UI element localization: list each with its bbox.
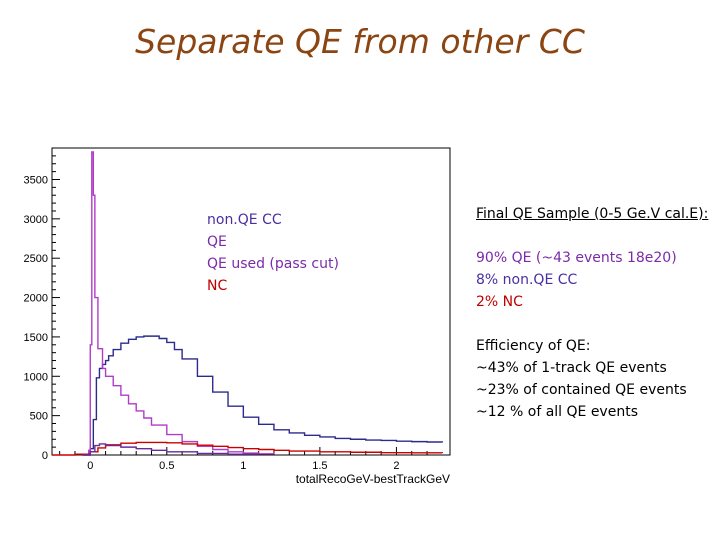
y-tick-label: 2000 xyxy=(24,293,48,305)
series-non-qe-cc xyxy=(82,443,260,456)
y-tick-label: 3500 xyxy=(24,174,48,186)
y-tick-label: 3000 xyxy=(24,214,48,226)
histogram-chart: 0 500 1000 1500 2000 2500 3000 3500 0 0.5 1 1.5 2 t… xyxy=(0,140,460,495)
stat-nonqe: 8% non.QE CC xyxy=(476,272,578,288)
histogram-svg: 0 500 1000 1500 2000 2500 3000 3500 0 0.5 1 1.5 2 t… xyxy=(24,147,451,486)
y-tick-label: 1000 xyxy=(24,371,48,383)
plot-frame xyxy=(51,147,451,456)
series-group xyxy=(52,151,444,456)
y-axis: 0 500 1000 1500 2000 2500 3000 3500 xyxy=(24,155,60,462)
legend-item-nonqe: non.QE CC xyxy=(207,212,282,228)
stat-qe: 90% QE (~43 events 18e20) xyxy=(476,250,677,266)
legend-item-nc: NC xyxy=(207,278,228,294)
series-nc xyxy=(52,441,444,456)
legend-item-qe-used: QE used (pass cut) xyxy=(207,256,339,272)
series-qe-used-pass-cut- xyxy=(82,151,275,456)
notes-heading: Final QE Sample (0-5 Ge.V cal.E): xyxy=(476,206,709,222)
chart-legend: non.QE CC QE QE used (pass cut) NC xyxy=(207,209,339,297)
efficiency-line-1: ~43% of 1-track QE events xyxy=(476,360,667,376)
y-tick-label: 2500 xyxy=(24,253,48,265)
efficiency-line-3: ~12 % of all QE events xyxy=(476,404,638,420)
x-axis: 0 0.5 1 1.5 2 xyxy=(59,447,428,472)
y-tick-label: 0 xyxy=(42,450,48,462)
stat-nc: 2% NC xyxy=(476,294,523,310)
legend-item-qe: QE xyxy=(207,234,227,250)
x-tick-label: 1.5 xyxy=(312,460,327,472)
y-tick-label: 1500 xyxy=(24,332,48,344)
x-tick-label: 0 xyxy=(87,460,93,472)
efficiency-heading: Efficiency of QE: xyxy=(476,338,591,354)
page-title: Separate QE from other CC xyxy=(135,22,585,61)
x-axis-label: totalRecoGeV-bestTrackGeV xyxy=(296,472,450,486)
series-qe xyxy=(82,335,444,456)
notes-panel: Final QE Sample (0-5 Ge.V cal.E): 90% QE… xyxy=(476,203,716,423)
y-tick-label: 500 xyxy=(30,411,48,423)
efficiency-line-2: ~23% of contained QE events xyxy=(476,382,687,398)
x-tick-label: 2 xyxy=(393,460,399,472)
x-tick-label: 1 xyxy=(240,460,246,472)
x-tick-label: 0.5 xyxy=(159,460,174,472)
